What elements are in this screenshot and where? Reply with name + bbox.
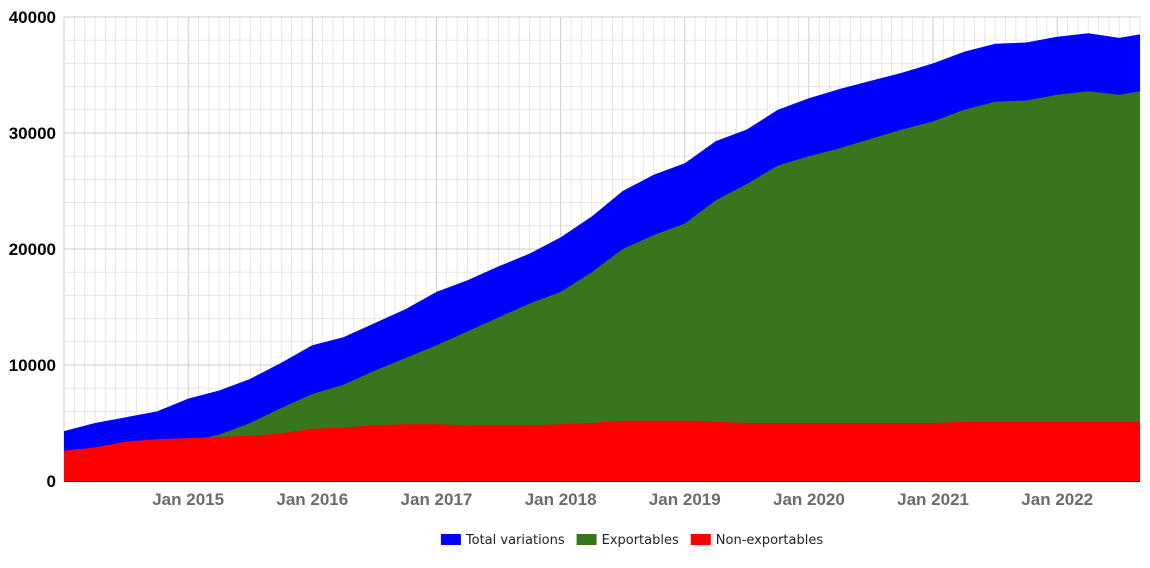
legend-swatch-non-exportables	[690, 534, 711, 545]
legend-item[interactable]: Exportables	[576, 533, 679, 548]
x-tick-label: Jan 2021	[897, 490, 969, 509]
x-tick-label: Jan 2016	[276, 490, 348, 509]
legend-label: Non-exportables	[716, 533, 824, 548]
x-tick-label: Jan 2015	[152, 490, 224, 509]
y-tick-label: 30000	[9, 124, 56, 143]
y-tick-label: 40000	[9, 8, 56, 27]
x-tick-label: Jan 2019	[649, 490, 721, 509]
y-axis-tick-labels: 0 10000 20000 30000 40000	[9, 8, 56, 491]
area-series-exportables	[64, 91, 1140, 481]
legend-item[interactable]: Total variations	[440, 533, 565, 548]
legend-label: Total variations	[465, 533, 565, 548]
legend-label: Exportables	[602, 533, 679, 548]
x-axis-tick-labels: Jan 2015 Jan 2016 Jan 2017 Jan 2018 Jan 2019…	[152, 490, 1093, 509]
y-tick-label: 20000	[9, 240, 56, 259]
x-tick-label: Jan 2017	[401, 490, 473, 509]
legend-item[interactable]: Non-exportables	[690, 533, 824, 548]
legend-swatch-total-variations	[440, 534, 461, 545]
y-tick-label: 10000	[9, 356, 56, 375]
y-tick-label: 0	[47, 472, 56, 491]
x-tick-label: Jan 2020	[773, 490, 845, 509]
area-series-non-exportables	[64, 420, 1140, 481]
x-tick-label: Jan 2022	[1021, 490, 1093, 509]
series-areas	[64, 33, 1140, 481]
legend: Total variations Exportables Non-exportabl…	[440, 533, 824, 548]
x-tick-label: Jan 2018	[525, 490, 597, 509]
legend-swatch-exportables	[576, 534, 597, 545]
